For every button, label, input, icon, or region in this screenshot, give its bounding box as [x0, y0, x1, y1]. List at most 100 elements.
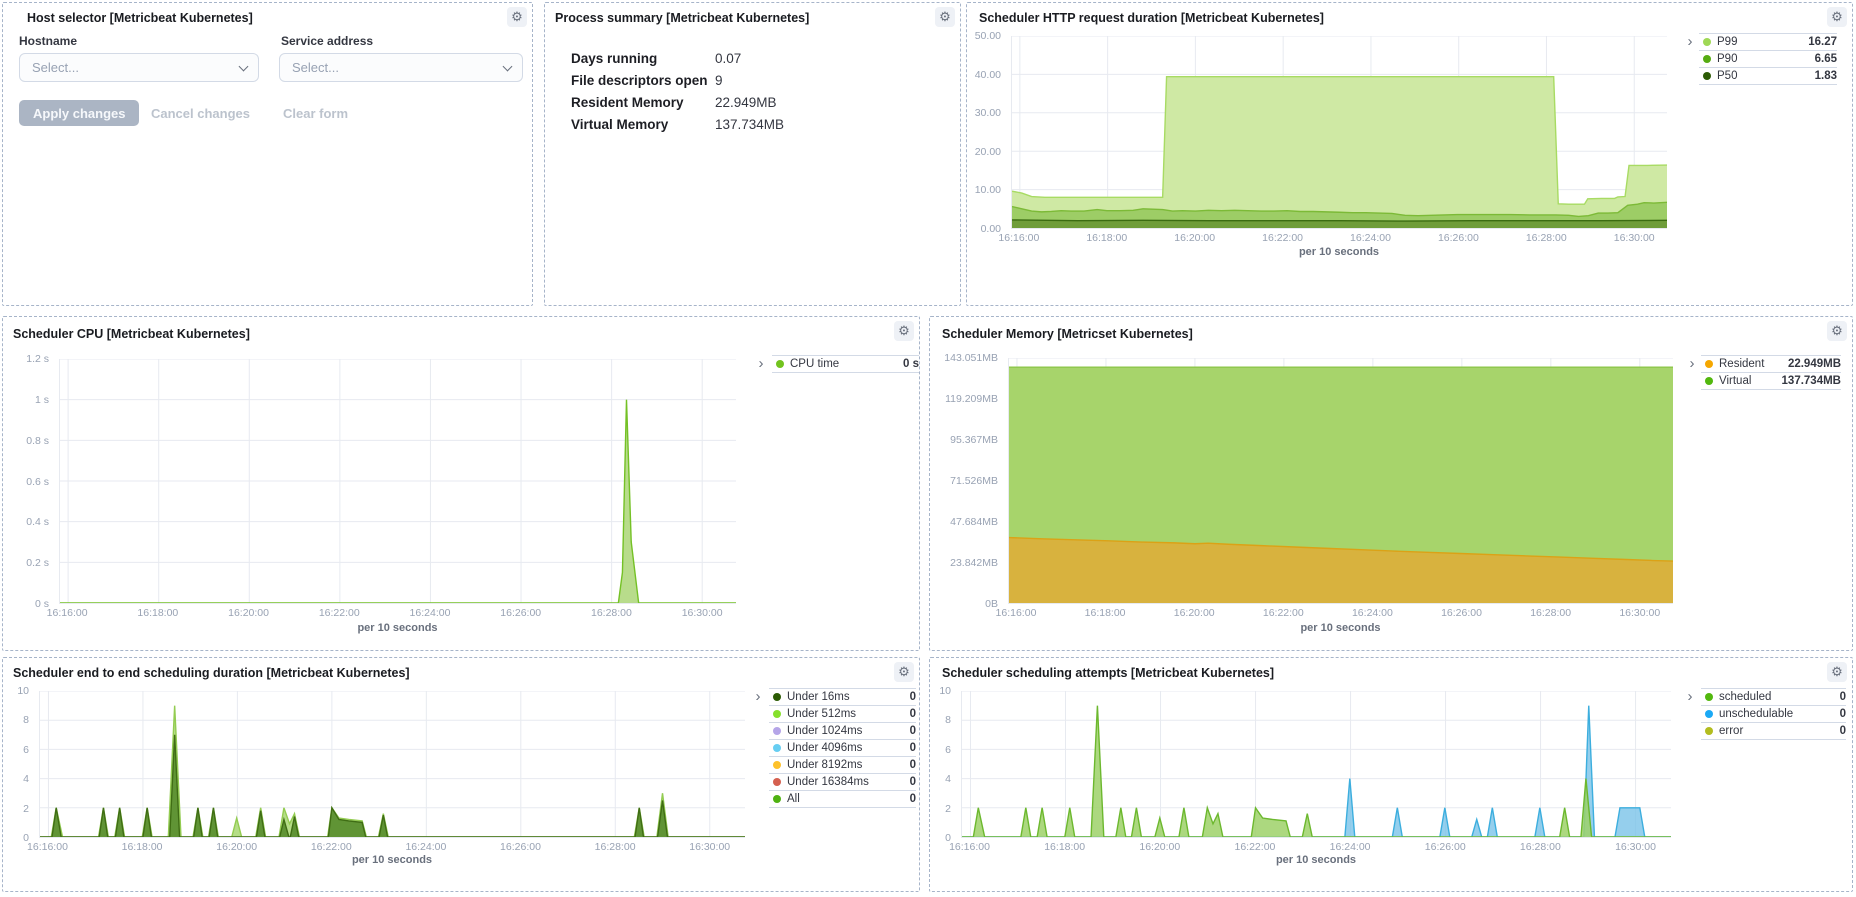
legend-item-under-512ms[interactable]: Under 512ms 0 [769, 706, 916, 723]
legend-series-value: 0 [1839, 708, 1846, 720]
legend-collapse-chevron-icon[interactable]: › [1683, 689, 1697, 704]
panel-title: Host selector [Metricbeat Kubernetes] [27, 11, 253, 25]
y-axis-tick: 95.367MB [950, 434, 998, 446]
panel-settings-gear-icon[interactable]: ⚙ [1827, 321, 1847, 341]
legend-series-name: Resident [1719, 358, 1765, 370]
series-line-p99 [1012, 77, 1667, 204]
metric-label: Days running [571, 51, 658, 66]
y-axis-tick: 1 s [34, 393, 49, 406]
metric-label: Virtual Memory [571, 117, 669, 132]
legend-item-under-16ms[interactable]: Under 16ms 0 [769, 689, 916, 706]
series-color-dot-icon [1703, 38, 1711, 46]
legend-item-p50[interactable]: P50 1.83 [1699, 68, 1837, 85]
hostname-select[interactable]: Select... [19, 53, 259, 82]
panel-settings-gear-icon[interactable]: ⚙ [894, 321, 914, 341]
x-axis-tick: 16:20:00 [1174, 232, 1216, 244]
chart-plot[interactable] [39, 691, 745, 838]
legend-item-under-4096ms[interactable]: Under 4096ms 0 [769, 740, 916, 757]
x-axis-tick: 16:22:00 [1262, 607, 1304, 619]
chart-plot[interactable] [1011, 36, 1667, 229]
panel-scheduler-scheduling-attempts: Scheduler scheduling attempts [Metricbea… [929, 657, 1853, 892]
series-color-dot-icon [776, 360, 784, 368]
chart-plot[interactable] [1008, 358, 1673, 604]
legend-item-resident[interactable]: Resident 22.949MB [1701, 356, 1841, 373]
legend-item-error[interactable]: error 0 [1701, 723, 1846, 740]
series-color-dot-icon [1705, 693, 1713, 701]
hostname-label: Hostname [19, 34, 78, 48]
service-address-label: Service address [281, 34, 374, 48]
series-color-dot-icon [1705, 727, 1713, 735]
y-axis-tick: 0.00 [980, 223, 1001, 235]
legend-collapse-chevron-icon[interactable]: › [751, 689, 765, 704]
y-axis-tick: 0.2 s [26, 557, 49, 570]
legend-series-value: 0 [909, 759, 916, 771]
legend-series-name: Under 8192ms [787, 759, 863, 771]
cancel-changes-button[interactable]: Cancel changes [151, 100, 250, 126]
clear-form-button[interactable]: Clear form [283, 100, 348, 126]
legend-item-p90[interactable]: P90 6.65 [1699, 51, 1837, 68]
legend-item-under-1024ms[interactable]: Under 1024ms 0 [769, 723, 916, 740]
legend-series-name: CPU time [790, 358, 840, 370]
chart-legend: Under 16ms 0 Under 512ms 0 Under 1024ms 0 Unde… [769, 688, 916, 808]
chart-legend: Resident 22.949MB Virtual 137.734MB [1701, 355, 1841, 390]
x-axis-tick: 16:30:00 [689, 841, 731, 853]
panel-title: Scheduler HTTP request duration [Metricb… [979, 11, 1324, 25]
series-color-dot-icon [773, 795, 781, 803]
y-axis-tick: 6 [945, 743, 951, 756]
legend-series-name: unschedulable [1719, 708, 1794, 720]
legend-series-value: 0 [909, 776, 916, 788]
legend-item-p99[interactable]: P99 16.27 [1699, 34, 1837, 51]
legend-series-name: P90 [1717, 53, 1738, 65]
panel-scheduler-memory: Scheduler Memory [Metricset Kubernetes] … [929, 316, 1853, 651]
legend-item-virtual[interactable]: Virtual 137.734MB [1701, 373, 1841, 390]
y-axis-tick: 10 [939, 685, 951, 697]
chart-plot[interactable] [59, 359, 736, 604]
legend-collapse-chevron-icon[interactable]: › [1685, 356, 1699, 371]
x-axis-tick: 16:24:00 [1329, 841, 1371, 853]
legend-collapse-chevron-icon[interactable]: › [1683, 34, 1697, 49]
legend-series-name: P99 [1717, 36, 1738, 48]
legend-item-scheduled[interactable]: scheduled 0 [1701, 689, 1846, 706]
x-axis-tick: 16:20:00 [1139, 841, 1181, 853]
apply-changes-button[interactable]: Apply changes [19, 100, 140, 126]
y-axis-tick: 6 [23, 743, 29, 756]
panel-settings-gear-icon[interactable]: ⚙ [1827, 662, 1847, 682]
y-axis-tick: 1.2 s [26, 353, 49, 365]
x-axis: 16:16:00 16:18:00 16:20:00 16:22:00 16:24:00… [949, 841, 1671, 854]
chart-legend: P99 16.27 P90 6.65 P50 1.83 [1699, 33, 1837, 85]
panel-process-summary: Process summary [Metricbeat Kubernetes] … [544, 2, 961, 306]
x-axis-tick: 16:24:00 [405, 841, 447, 853]
x-axis-tick: 16:22:00 [1234, 841, 1276, 853]
legend-item-under-8192ms[interactable]: Under 8192ms 0 [769, 757, 916, 774]
x-axis: 16:16:00 16:18:00 16:20:00 16:22:00 16:24:00… [47, 607, 736, 620]
legend-item-cpu-time[interactable]: CPU time 0 s [772, 356, 919, 373]
panel-settings-gear-icon[interactable]: ⚙ [894, 662, 914, 682]
legend-series-value: 0 [909, 708, 916, 720]
series-color-dot-icon [773, 744, 781, 752]
chevron-down-icon [502, 61, 513, 72]
series-line-resident [1009, 538, 1673, 561]
y-axis-tick: 23.842MB [950, 557, 998, 569]
series-color-dot-icon [1705, 377, 1713, 385]
legend-collapse-chevron-icon[interactable]: › [754, 356, 768, 371]
chart-plot[interactable] [961, 691, 1671, 838]
service-address-select[interactable]: Select... [279, 53, 523, 82]
series-color-dot-icon [773, 693, 781, 701]
legend-item-unschedulable[interactable]: unschedulable 0 [1701, 706, 1846, 723]
legend-series-value: 6.65 [1814, 53, 1837, 65]
legend-item-all[interactable]: All 0 [769, 791, 916, 808]
metric-row: File descriptors open 9 [545, 73, 960, 93]
legend-item-under-16384ms[interactable]: Under 16384ms 0 [769, 774, 916, 791]
area-chart [40, 691, 745, 837]
panel-settings-gear-icon[interactable]: ⚙ [935, 7, 955, 27]
panel-settings-gear-icon[interactable]: ⚙ [1827, 7, 1847, 27]
x-axis-title: per 10 seconds [1300, 622, 1381, 634]
x-axis-tick: 16:28:00 [1530, 607, 1572, 619]
legend-series-value: 0 [909, 725, 916, 737]
y-axis: 143.051MB 119.209MB 95.367MB 71.526MB 47.684… [930, 352, 1004, 610]
panel-settings-gear-icon[interactable]: ⚙ [507, 7, 527, 27]
y-axis-tick: 20.00 [974, 145, 1001, 158]
panel-title: Scheduler Memory [Metricset Kubernetes] [942, 327, 1193, 341]
y-axis-tick: 4 [23, 773, 29, 786]
chart-legend: CPU time 0 s [772, 355, 919, 373]
